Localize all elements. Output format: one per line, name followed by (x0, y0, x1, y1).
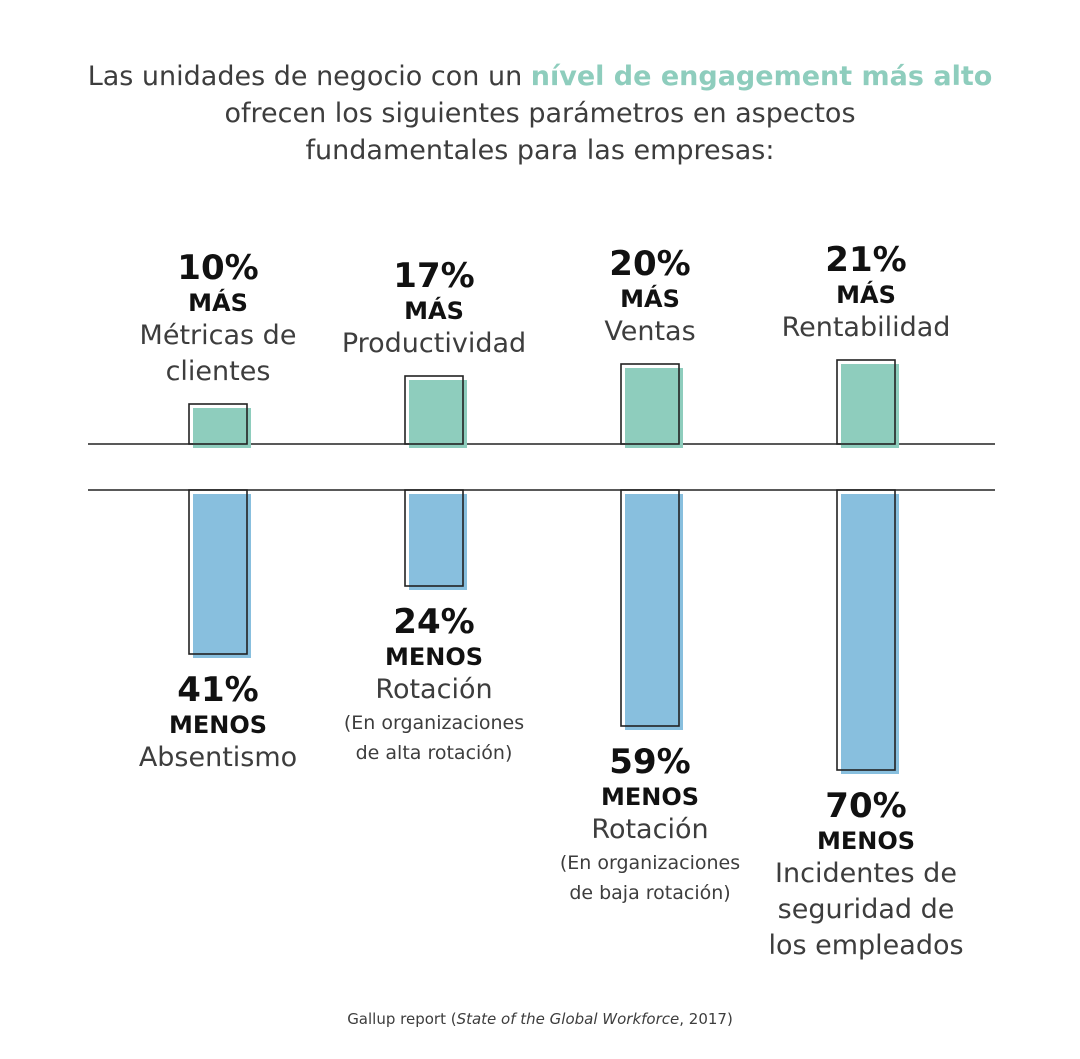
category-label: clientes (165, 356, 271, 387)
title-highlight: nível de engagement más alto (530, 61, 993, 92)
source-prefix: Gallup report ( (347, 1010, 457, 1028)
bar-less-fill (409, 494, 467, 590)
bar-more-fill (841, 364, 899, 448)
bar-more-fill (409, 380, 467, 448)
category-label: Ventas (604, 316, 696, 347)
bar-less-fill (841, 494, 899, 774)
title-text: Las unidades de negocio con un (87, 61, 531, 92)
bar-less-outline (404, 489, 464, 587)
category-label: los empleados (768, 930, 964, 961)
bar-label-more: 20% MÁS Ventas (530, 244, 770, 350)
bar-label-less: 41% MENOS Absentismo (98, 670, 338, 776)
bar-label-more: 21% MÁS Rentabilidad (746, 240, 986, 346)
category-label: Rotación (591, 814, 709, 845)
direction-label: MÁS (188, 289, 248, 317)
direction-label: MÁS (620, 285, 680, 313)
category-note: (En organizaciones (559, 852, 741, 874)
bar-value-label: 70% (825, 786, 907, 826)
category-note: de baja rotación) (569, 882, 731, 904)
bar-less-fill (625, 494, 683, 730)
bar-value-label: 17% (393, 256, 475, 296)
category-label: Rotación (375, 674, 493, 705)
direction-label: MENOS (384, 643, 484, 671)
bar-more-outline (620, 363, 680, 445)
title-line-2: ofrecen los siguientes parámetros en asp… (224, 98, 856, 129)
bar-label-more: 10% MÁS Métricas de clientes (98, 248, 338, 390)
bar-more-outline (188, 403, 248, 445)
category-label: Absentismo (138, 742, 298, 773)
category-label: Rentabilidad (781, 312, 951, 343)
direction-label: MENOS (600, 783, 700, 811)
bar-less-outline (836, 489, 896, 771)
bar-more-outline (404, 375, 464, 445)
bar-less-fill (193, 494, 251, 658)
category-label: seguridad de (777, 894, 955, 925)
category-label: Incidentes de (775, 858, 957, 889)
bar-value-label: 24% (393, 602, 475, 642)
title-line-1: Las unidades de negocio con un nível de … (40, 58, 1040, 95)
source-italic: State of the Global Workforce (456, 1010, 680, 1028)
bar-more-fill (193, 408, 251, 448)
title-line-3: fundamentales para las empresas: (305, 135, 775, 166)
bar-value-label: 10% (177, 248, 259, 288)
category-note: de alta rotación) (355, 742, 513, 764)
category-label: Métricas de (139, 320, 297, 351)
bar-value-label: 59% (609, 742, 691, 782)
direction-label: MENOS (816, 827, 916, 855)
category-note: (En organizaciones (343, 712, 525, 734)
direction-label: MENOS (168, 711, 268, 739)
bar-less-outline (188, 489, 248, 655)
chart-title: Las unidades de negocio con un nível de … (40, 58, 1040, 169)
bar-label-more: 17% MÁS Productividad (314, 256, 554, 362)
bar-label-less: 24% MENOS Rotación (En organizaciones de alt… (314, 602, 554, 768)
bar-label-less: 59% MENOS Rotación (En organizaciones de baj… (530, 742, 770, 908)
bar-value-label: 21% (825, 240, 907, 280)
source-suffix: , 2017) (679, 1010, 733, 1028)
source-note: Gallup report (State of the Global Workf… (140, 1010, 940, 1028)
bar-label-less: 70% MENOS Incidentes de seguridad de los emp… (746, 786, 986, 964)
direction-label: MÁS (404, 297, 464, 325)
bar-more-fill (625, 368, 683, 448)
bar-less-outline (620, 489, 680, 727)
bar-more-outline (836, 359, 896, 445)
category-label: Productividad (341, 328, 527, 359)
direction-label: MÁS (836, 281, 896, 309)
bar-value-label: 20% (609, 244, 691, 284)
bar-value-label: 41% (177, 670, 259, 710)
